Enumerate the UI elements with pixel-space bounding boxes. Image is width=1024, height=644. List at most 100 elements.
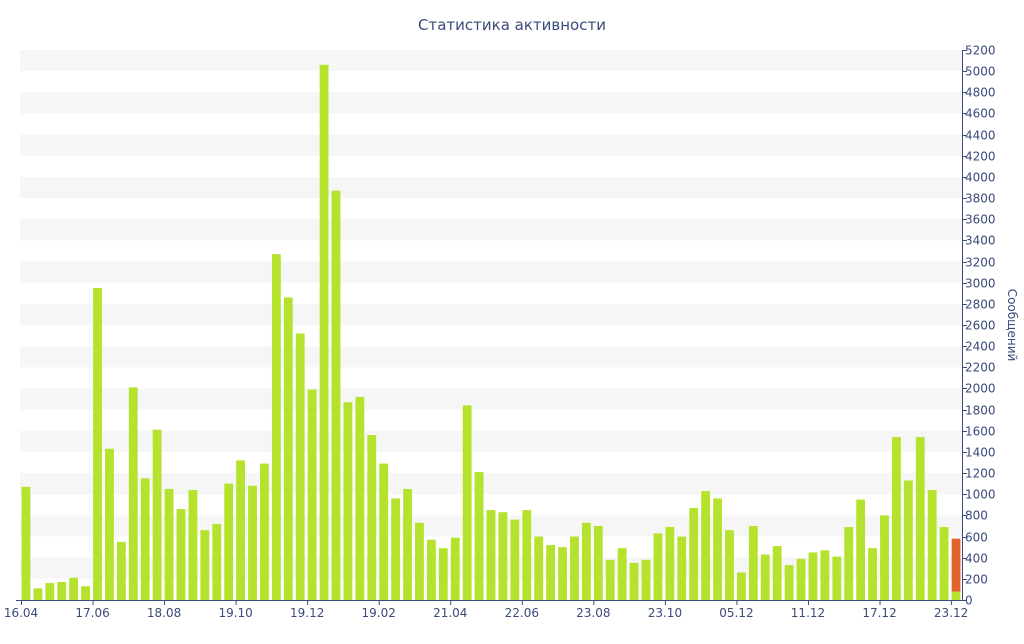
- bar: [57, 582, 67, 600]
- y-tick-label: 1000: [965, 488, 996, 502]
- y-tick-label: 3400: [965, 234, 996, 248]
- y-tick-label: 4400: [965, 129, 996, 143]
- grid-band: [20, 430, 962, 452]
- bar: [415, 522, 424, 600]
- bar: [319, 64, 329, 601]
- bar: [176, 509, 186, 600]
- bar: [200, 530, 210, 600]
- bar: [892, 437, 901, 600]
- bar: [260, 463, 269, 600]
- grid-band: [20, 50, 962, 72]
- grid-band: [20, 176, 962, 199]
- bar: [224, 483, 234, 600]
- x-tick-label: 19.02: [362, 606, 396, 620]
- grid-band: [20, 92, 962, 114]
- y-tick-label: 4000: [965, 171, 996, 185]
- grid-band: [20, 346, 962, 368]
- bar: [403, 488, 412, 600]
- bar: [498, 512, 508, 600]
- bar: [331, 190, 341, 600]
- bar: [736, 572, 746, 600]
- bar: [81, 586, 90, 600]
- bar: [558, 547, 567, 600]
- y-tick-label: 2600: [965, 319, 996, 333]
- y-tick-label: 1400: [965, 446, 996, 460]
- bar: [474, 472, 484, 600]
- bar: [295, 333, 305, 600]
- x-tick-label: 23.08: [576, 606, 610, 620]
- y-tick-label: 2400: [965, 340, 996, 354]
- y-tick-label: 2200: [965, 361, 996, 375]
- bar: [832, 556, 842, 600]
- bar: [140, 478, 150, 600]
- x-tick-label: 22.06: [505, 606, 539, 620]
- grid-band: [20, 219, 962, 241]
- bar: [486, 510, 496, 600]
- y-tick-label: 4600: [965, 107, 996, 121]
- x-tick-label: 17.06: [75, 606, 109, 620]
- bar: [45, 583, 55, 600]
- bar: [820, 550, 830, 600]
- y-tick-label: 3000: [965, 277, 996, 291]
- bar: [355, 396, 365, 600]
- y-tick-label: 3800: [965, 192, 996, 206]
- bar: [605, 559, 615, 600]
- y-tick-label: 2800: [965, 298, 996, 312]
- bar: [748, 525, 758, 600]
- bar: [152, 429, 162, 600]
- bar: [379, 463, 389, 600]
- bar: [510, 519, 520, 600]
- bar: [856, 499, 866, 600]
- bar: [271, 254, 281, 600]
- bar: [880, 515, 889, 600]
- bar: [641, 559, 651, 600]
- grid-bands: [20, 50, 962, 579]
- grid-band: [20, 303, 962, 325]
- x-tick-label: 18.08: [147, 606, 181, 620]
- bar: [21, 486, 31, 600]
- bar: [105, 448, 114, 600]
- bar: [69, 577, 79, 600]
- y-tick-label: 5000: [965, 65, 996, 79]
- bar: [248, 485, 257, 600]
- y-tick-label: 800: [965, 509, 988, 523]
- current-bar: [951, 538, 961, 592]
- y-tick-label: 0: [965, 594, 973, 608]
- grid-band: [20, 261, 962, 283]
- bar: [450, 537, 460, 600]
- bar: [701, 491, 711, 600]
- bar-series: [21, 64, 961, 601]
- bar: [343, 402, 353, 600]
- bar: [927, 490, 937, 600]
- x-tick-label: 21.04: [433, 606, 467, 620]
- y-tick-label: 1600: [965, 425, 996, 439]
- bar: [116, 541, 126, 600]
- bar: [283, 297, 293, 600]
- y-tick-label: 3200: [965, 256, 996, 270]
- bar: [546, 545, 556, 600]
- x-tick-label: 17.12: [862, 606, 896, 620]
- bar: [689, 507, 699, 600]
- bar: [915, 437, 925, 600]
- bar: [164, 488, 174, 600]
- bar: [426, 539, 436, 600]
- bar: [713, 498, 722, 600]
- x-tick-label: 23.12: [934, 606, 968, 620]
- bar: [593, 525, 603, 600]
- grid-band: [20, 134, 962, 156]
- y-tick-label: 600: [965, 531, 988, 545]
- x-tick-label: 16.04: [4, 606, 38, 620]
- bar: [236, 460, 246, 600]
- bar: [581, 522, 591, 600]
- bar: [677, 536, 687, 600]
- bar: [367, 435, 377, 600]
- bar: [772, 546, 782, 600]
- bar: [93, 287, 102, 600]
- bar: [725, 530, 734, 600]
- bar: [784, 565, 794, 600]
- bar: [128, 387, 138, 600]
- bar: [796, 558, 806, 600]
- bar: [868, 548, 877, 600]
